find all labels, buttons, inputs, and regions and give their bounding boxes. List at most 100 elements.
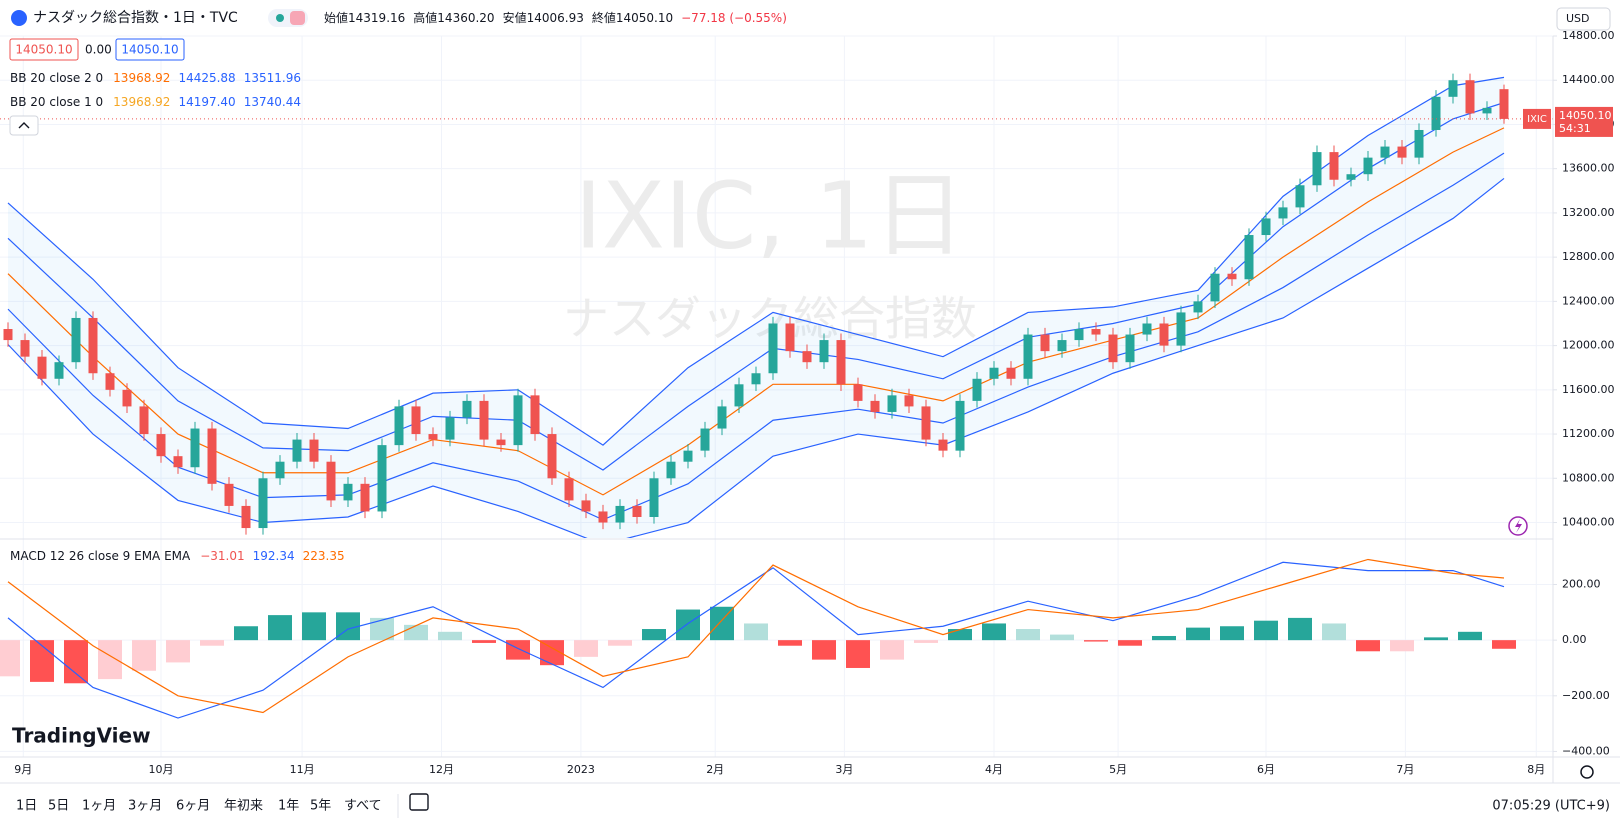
bid-box[interactable] xyxy=(9,38,79,61)
histogram-bar xyxy=(132,640,156,671)
watermark: IXIC, 1日 ナスダック総合指数 xyxy=(563,162,977,345)
candle-body xyxy=(530,395,540,435)
ask-box[interactable] xyxy=(115,38,185,61)
candle-body xyxy=(717,406,727,429)
candle-body xyxy=(54,362,64,379)
y-tick-label: 12800.00 xyxy=(1562,250,1615,263)
candle-body xyxy=(343,483,353,501)
last-price-tag xyxy=(1555,106,1613,137)
histogram-bar xyxy=(676,609,700,641)
histogram-bar xyxy=(370,617,394,641)
candle-body xyxy=(258,478,268,529)
histogram-bar xyxy=(778,640,802,646)
candle-body xyxy=(1448,80,1458,97)
candle-body xyxy=(513,395,523,446)
histogram-bar xyxy=(608,640,632,646)
y-tick-label: 10400.00 xyxy=(1562,516,1615,529)
candle-body xyxy=(1108,334,1118,363)
candle-body xyxy=(921,406,931,440)
candle-body xyxy=(241,505,251,529)
candle-body xyxy=(1142,323,1152,335)
x-tick-label: 10月 xyxy=(149,763,174,776)
range-button[interactable]: 6ヶ月 xyxy=(176,799,210,814)
candle-body xyxy=(173,456,183,468)
candle-body xyxy=(938,439,948,451)
indicator-value: 13511.96 xyxy=(244,71,301,85)
x-tick-label: 4月 xyxy=(985,763,1003,776)
range-button[interactable]: 1年 xyxy=(278,799,299,814)
range-button[interactable]: 1ヶ月 xyxy=(82,799,116,814)
range-button[interactable]: 年初来 xyxy=(224,799,263,814)
candle-body xyxy=(1431,96,1441,130)
bolt xyxy=(1515,519,1522,533)
histogram-bar xyxy=(438,631,462,641)
currency: USD xyxy=(1566,12,1590,25)
x-tick-label: 9月 xyxy=(14,763,32,776)
y-tick-label: 200.00 xyxy=(1562,578,1601,591)
candle-body xyxy=(20,340,30,357)
price-change: −77.18 (−0.55%) xyxy=(681,11,787,25)
x-tick-label: 12月 xyxy=(429,763,454,776)
candle-body xyxy=(1363,157,1373,175)
y-tick-label: −400.00 xyxy=(1562,744,1610,757)
candle-body xyxy=(1244,235,1254,280)
candle-body xyxy=(1159,323,1169,346)
histogram-bar xyxy=(1186,627,1210,641)
indicator-value: 13968.92 xyxy=(113,95,170,109)
candle-body xyxy=(1414,129,1424,158)
symbol-title[interactable]: ナスダック総合指数・1日・TVC xyxy=(33,10,238,26)
x-tick-label: 8月 xyxy=(1527,763,1545,776)
spread: 0.00 xyxy=(85,43,112,57)
candle-body xyxy=(1227,273,1237,280)
histogram-bar xyxy=(98,640,122,680)
ohlc-value: 14360.20 xyxy=(437,11,494,25)
range-button[interactable]: 3ヶ月 xyxy=(128,799,162,814)
y-tick-label: −200.00 xyxy=(1562,689,1610,702)
candle-body xyxy=(649,478,659,517)
candle-body xyxy=(1482,107,1492,114)
candle-body xyxy=(428,434,438,440)
axes: 10400.00 10800.00 11200.00 11600.00 12000.00… xyxy=(14,29,1614,776)
histogram-bar xyxy=(982,623,1006,641)
date-range-icon[interactable] xyxy=(409,793,429,811)
x-tick-label: 7月 xyxy=(1396,763,1414,776)
symbol-icon xyxy=(11,10,27,26)
candle-body xyxy=(1346,174,1356,180)
settings-icon[interactable] xyxy=(1580,765,1594,779)
candle-body xyxy=(462,400,472,418)
y-tick-label: 14400.00 xyxy=(1562,73,1615,86)
y-tick-label: 10800.00 xyxy=(1562,471,1615,484)
range-button[interactable]: 1日 xyxy=(16,799,37,814)
histogram-bar xyxy=(268,615,292,641)
y-tick-label: 12400.00 xyxy=(1562,294,1615,307)
clock: 07:05:29 (UTC+9) xyxy=(1492,799,1610,814)
candle-body xyxy=(1397,146,1407,158)
histogram-bar xyxy=(200,640,224,646)
range-button[interactable]: すべて xyxy=(344,799,382,814)
candle-body xyxy=(700,428,710,451)
range-button[interactable]: 5日 xyxy=(48,799,69,814)
macd-pane xyxy=(0,558,1516,719)
histogram-bar xyxy=(846,640,870,668)
candle-body xyxy=(972,378,982,401)
candle-body xyxy=(598,511,608,523)
currency-button[interactable] xyxy=(1556,7,1611,31)
y-tick-label: 13600.00 xyxy=(1562,162,1615,175)
candle-body xyxy=(156,434,166,457)
candle-body xyxy=(445,417,455,440)
histogram-bar xyxy=(1458,631,1482,641)
last-price: 14050.10 xyxy=(1559,109,1612,122)
candle-body xyxy=(1193,301,1203,313)
candle-body xyxy=(1261,218,1271,236)
indicator-value: 13968.92 xyxy=(113,71,170,85)
histogram-bar xyxy=(404,624,428,641)
y-tick-label: 14800.00 xyxy=(1562,29,1615,42)
candle-body xyxy=(666,461,676,479)
candle-body xyxy=(802,351,812,363)
indicator-name: BB 20 close 1 0 xyxy=(10,95,103,109)
candle-body xyxy=(1312,152,1322,186)
range-button[interactable]: 5年 xyxy=(310,799,331,814)
candle-body xyxy=(190,428,200,468)
collapse-button[interactable] xyxy=(9,115,39,136)
